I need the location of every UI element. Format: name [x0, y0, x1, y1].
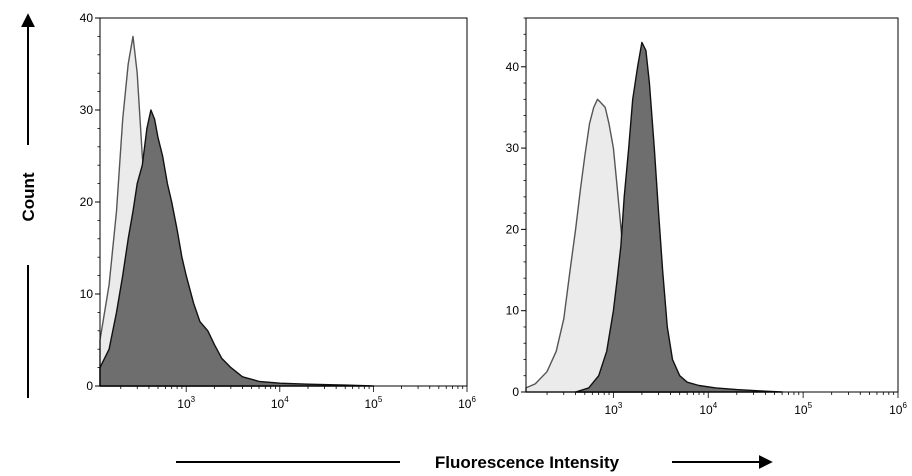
- y-tick-label: 30: [80, 103, 94, 117]
- histogram-panel-left: 0 10 20 30 40 103 104 105 106: [80, 11, 477, 411]
- x-axis-annotation: Fluorescence Intensity: [176, 453, 773, 472]
- stained-histogram: [574, 41, 783, 393]
- y-tick-label: 10: [80, 287, 94, 301]
- x-tick-label: 103: [177, 395, 195, 411]
- y-tick-label: 20: [506, 222, 520, 236]
- histogram-panel-right: 0 10 20 30 40 103 104 105 106: [506, 17, 907, 417]
- y-tick-label: 30: [506, 141, 520, 155]
- x-tick-label: 104: [699, 401, 717, 417]
- stained-histogram: [99, 109, 375, 387]
- y-tick-label: 0: [86, 379, 93, 393]
- x-tick-label: 105: [364, 395, 382, 411]
- y-tick-label: 40: [80, 11, 94, 25]
- x-tick-label: 104: [271, 395, 289, 411]
- y-tick-label: 10: [506, 304, 520, 318]
- x-tick-label: 105: [794, 401, 812, 417]
- y-tick-label: 0: [512, 385, 519, 399]
- x-axis-title: Fluorescence Intensity: [435, 453, 620, 472]
- x-tick-label: 103: [604, 401, 622, 417]
- x-tick-label: 106: [458, 395, 476, 411]
- y-axis-title: Count: [19, 172, 38, 221]
- plot-frame: [525, 17, 899, 393]
- x-tick-label: 106: [889, 401, 907, 417]
- y-tick-label: 20: [80, 195, 94, 209]
- y-tick-label: 40: [506, 60, 520, 74]
- y-axis-annotation: Count: [19, 13, 38, 398]
